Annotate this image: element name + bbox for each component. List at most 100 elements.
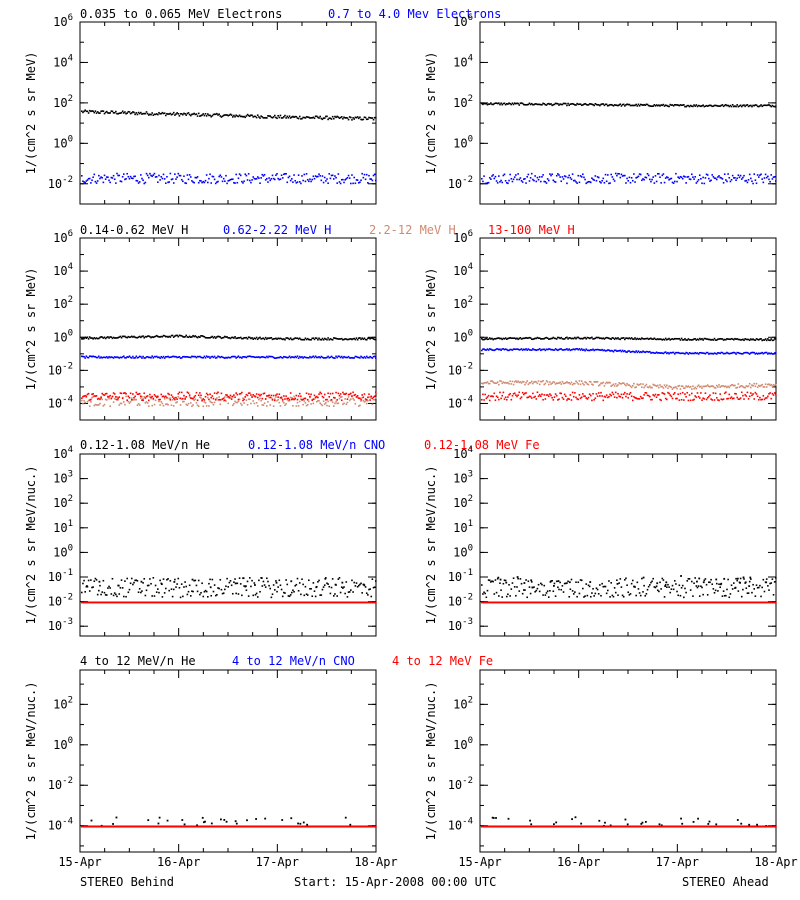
data-point (511, 380, 514, 383)
data-point (733, 384, 735, 387)
data-point (529, 395, 532, 398)
data-point (167, 113, 169, 115)
data-point (688, 105, 691, 108)
data-point (123, 601, 125, 604)
data-point (605, 592, 608, 595)
data-point (322, 117, 325, 119)
data-point (718, 399, 720, 402)
data-point (143, 357, 146, 359)
data-point (335, 391, 337, 394)
data-point (351, 174, 353, 176)
data-point (589, 337, 592, 339)
data-point (104, 392, 107, 395)
data-point (742, 104, 744, 107)
data-point (86, 110, 89, 113)
data-point (333, 337, 335, 339)
data-point (125, 395, 127, 398)
data-point (167, 578, 169, 580)
data-point (756, 353, 759, 355)
data-point (294, 584, 297, 587)
data-point (706, 594, 709, 596)
data-point (133, 396, 135, 399)
data-point (487, 181, 490, 184)
data-point (166, 112, 168, 115)
data-point (193, 396, 195, 398)
data-point (318, 400, 320, 402)
data-point (375, 116, 377, 119)
data-point (767, 338, 769, 340)
data-point (765, 104, 768, 107)
data-point (700, 178, 702, 180)
data-point (658, 104, 660, 106)
data-point (677, 104, 679, 106)
data-point (731, 174, 734, 177)
data-point (642, 337, 644, 340)
data-point (584, 349, 586, 352)
data-point (587, 337, 590, 339)
data-point (173, 581, 176, 583)
data-point (685, 385, 687, 387)
data-point (545, 394, 548, 396)
data-point (180, 398, 183, 400)
data-point (746, 181, 749, 184)
data-point (714, 589, 717, 592)
data-point (370, 595, 373, 598)
data-point (575, 337, 577, 340)
data-point (313, 356, 316, 359)
data-point (562, 382, 565, 385)
data-point (262, 356, 265, 358)
data-point (235, 392, 237, 394)
data-point (712, 339, 715, 341)
data-point (733, 351, 735, 354)
data-point (618, 104, 620, 106)
data-point (130, 397, 133, 399)
data-point (350, 338, 352, 340)
data-point (135, 579, 138, 582)
data-point (264, 356, 267, 359)
data-point (600, 594, 602, 597)
data-point (608, 349, 610, 351)
data-point (543, 584, 546, 587)
data-point (578, 380, 581, 382)
data-point (370, 178, 373, 180)
data-point (268, 584, 270, 587)
data-point (362, 118, 365, 121)
data-point (512, 577, 515, 580)
data-point (169, 336, 172, 338)
y-tick-base: 10 (48, 177, 62, 191)
data-point (733, 582, 735, 584)
data-point (202, 405, 205, 408)
data-point (119, 335, 122, 338)
data-point (492, 395, 494, 398)
data-point (618, 395, 620, 397)
data-point (528, 180, 531, 182)
data-point (541, 338, 543, 340)
data-point (90, 398, 92, 401)
data-point (596, 104, 599, 106)
data-point (752, 338, 754, 340)
data-point (142, 399, 144, 402)
data-point (129, 175, 132, 178)
data-point (773, 384, 776, 387)
data-point (201, 181, 203, 184)
data-point (96, 111, 99, 113)
data-point (293, 590, 295, 593)
data-point (322, 338, 325, 341)
data-point (512, 392, 515, 395)
data-point (117, 356, 119, 359)
data-point (149, 172, 151, 175)
data-point (301, 578, 303, 581)
data-point (643, 178, 645, 181)
data-point (312, 402, 315, 405)
data-point (642, 383, 644, 385)
data-point (310, 403, 312, 405)
data-point (239, 402, 242, 405)
data-point (175, 178, 177, 180)
data-point (676, 180, 678, 183)
data-point (559, 176, 561, 178)
row-2-label-4: 13-100 MeV H (488, 223, 575, 237)
data-point (294, 179, 297, 182)
data-point (329, 392, 332, 395)
data-point (144, 402, 147, 404)
data-point (278, 178, 281, 181)
